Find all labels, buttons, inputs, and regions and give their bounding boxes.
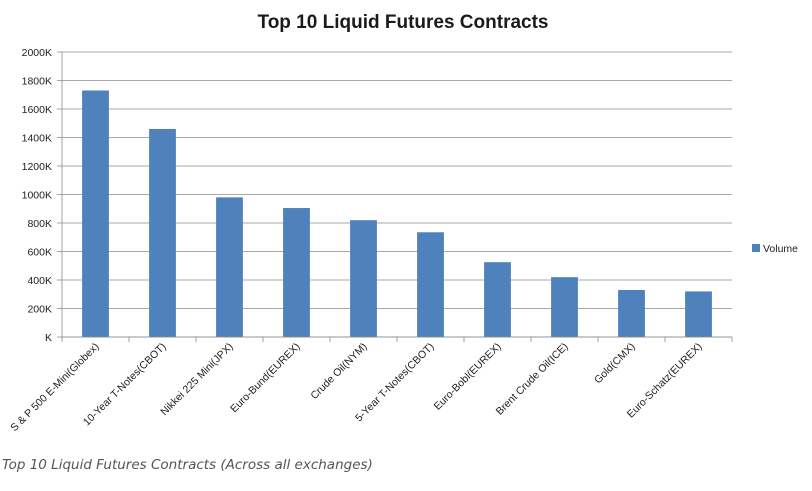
bar: [484, 262, 511, 337]
legend-swatch: [752, 244, 760, 252]
y-tick-label: 1000K: [22, 190, 52, 202]
x-category-label: Euro-Bobl(EUREX): [432, 341, 504, 413]
x-category-label: Gold(CMX): [592, 341, 638, 387]
legend: Volume: [752, 243, 798, 255]
bar-chart: Top 10 Liquid Futures Contracts K 200K 400…: [8, 12, 798, 434]
y-tick-label: 200K: [27, 304, 52, 316]
y-axis-ticks: K 200K 400K 600K 800K 1000K 1200K 1400K 1600K 180…: [22, 47, 52, 344]
y-tick-label: 400K: [27, 275, 52, 287]
bar: [216, 197, 243, 337]
y-tick-label: 1600K: [22, 104, 52, 116]
bar: [149, 128, 176, 337]
y-tick-label: K: [45, 332, 52, 344]
x-category-label: Crude Oil(NYM): [308, 341, 369, 402]
figure-caption: Top 10 Liquid Futures Contracts (Across …: [2, 457, 373, 473]
bar: [618, 289, 645, 337]
y-tick-label: 1200K: [22, 161, 52, 173]
x-category-label: 5-Year T-Notes(CBOT): [353, 341, 437, 425]
y-tick-label: 2000K: [22, 47, 52, 59]
x-category-label: Nikkei 225 Mini(JPX): [158, 341, 235, 418]
bar: [283, 208, 310, 337]
bar: [551, 277, 578, 337]
bar: [82, 90, 109, 337]
y-tick-label: 600K: [27, 247, 52, 259]
x-category-label: Euro-Bund(EUREX): [228, 341, 303, 416]
x-category-label: Euro-Schatz(EUREX): [625, 341, 705, 421]
bar: [685, 291, 712, 337]
bar: [417, 232, 444, 337]
axes: [61, 52, 733, 342]
y-tick-label: 1800K: [22, 76, 52, 88]
bars: [82, 90, 712, 337]
x-category-label: Brent Crude Oil(ICE): [494, 341, 571, 418]
y-tick-label: 1400K: [22, 133, 52, 145]
chart-title: Top 10 Liquid Futures Contracts: [258, 12, 549, 33]
bar: [350, 220, 377, 337]
y-tick-label: 800K: [27, 218, 52, 230]
x-axis-categories: S & P 500 E-Mini(Globex)10-Year T-Notes(…: [8, 341, 704, 434]
legend-label: Volume: [763, 243, 798, 255]
